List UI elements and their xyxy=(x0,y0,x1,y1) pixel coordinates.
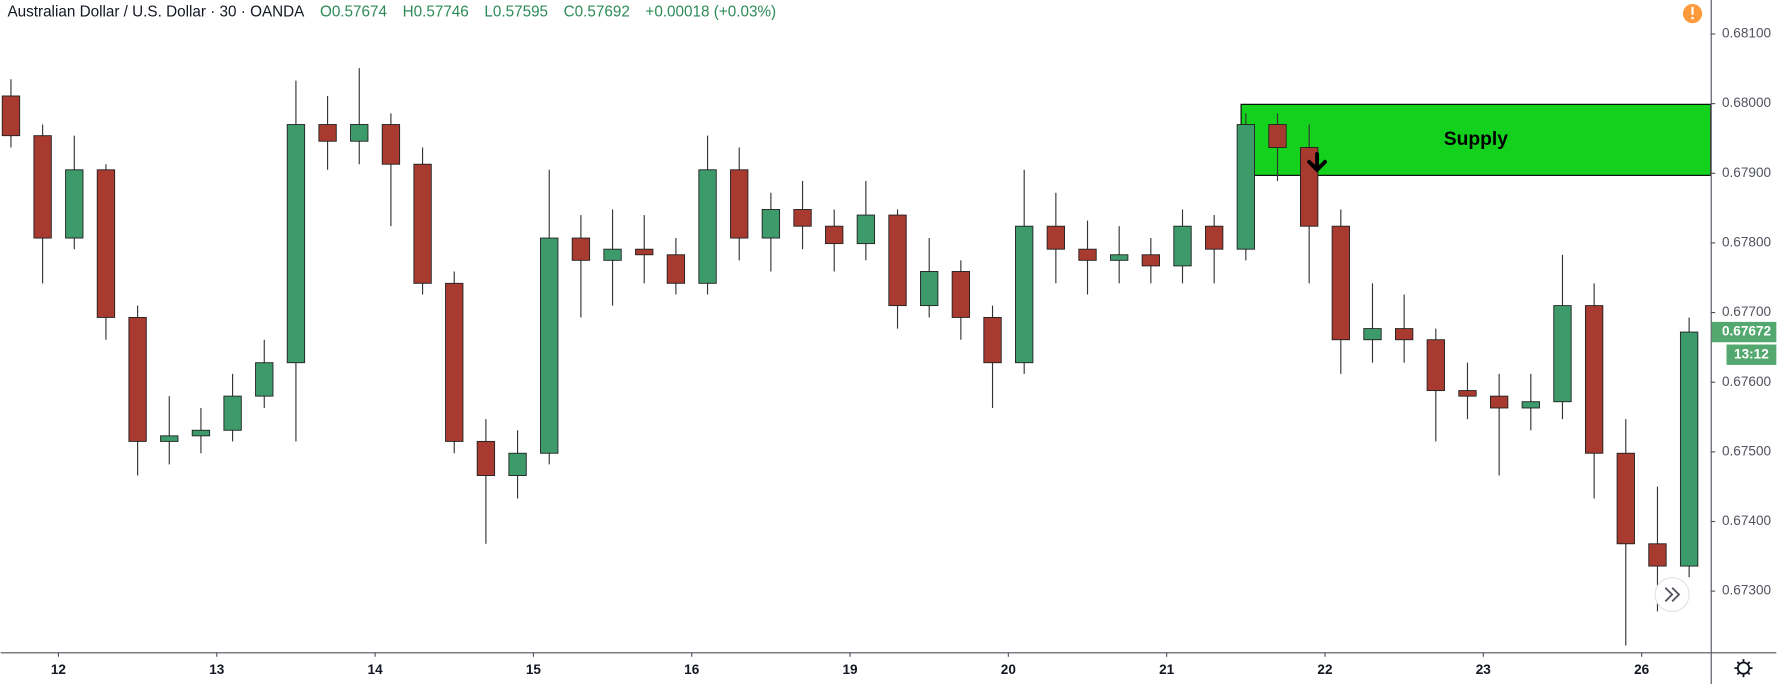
candle-body xyxy=(350,124,369,142)
candle-body xyxy=(1110,254,1129,261)
countdown-label: 13:12 xyxy=(1734,346,1769,361)
candle-body xyxy=(381,124,401,165)
candle-body xyxy=(191,429,211,437)
y-tick-label: 0.67900 xyxy=(1722,165,1772,180)
ohlc-open: O0.57674 xyxy=(320,3,388,20)
candle-body xyxy=(1363,328,1382,341)
x-tick-label: 15 xyxy=(526,662,542,677)
candle-body xyxy=(1489,395,1509,409)
x-tick-label: 16 xyxy=(684,662,700,677)
x-tick-label: 20 xyxy=(1001,662,1016,677)
candle-body xyxy=(920,271,939,307)
candle-body xyxy=(856,214,876,245)
candle-body xyxy=(1236,124,1255,250)
candle-body xyxy=(1426,339,1445,392)
y-tick-label: 0.67800 xyxy=(1722,235,1772,250)
symbol: Australian Dollar / U.S. Dollar · 30 · O… xyxy=(7,3,305,20)
candle-body xyxy=(128,316,147,442)
candle-body xyxy=(255,362,274,397)
candle-body xyxy=(603,248,622,261)
y-tick-label: 0.67700 xyxy=(1722,304,1772,319)
candle-body xyxy=(1394,328,1414,341)
zone-label: Supply xyxy=(1444,129,1508,150)
last-price-badge xyxy=(1711,321,1777,343)
candle-body xyxy=(698,169,717,284)
alert-icon[interactable] xyxy=(1682,3,1703,24)
scroll-button[interactable] xyxy=(1654,576,1690,613)
y-tick-label: 0.68000 xyxy=(1722,95,1772,110)
candle-body xyxy=(1,95,21,137)
ohlc-high: H0.57746 xyxy=(403,3,469,20)
candle-body xyxy=(1648,543,1667,567)
candle-body xyxy=(33,135,52,239)
candle-body xyxy=(160,435,179,442)
candle-body xyxy=(286,124,306,364)
candle-body xyxy=(445,282,464,442)
ohlc-change: +0.00018 (+0.03%) xyxy=(645,3,776,20)
last-price-label: 0.67672 xyxy=(1722,324,1772,339)
ohlc-low: L0.57595 xyxy=(484,3,548,20)
candle-body xyxy=(1679,331,1699,567)
candle-body xyxy=(1553,305,1572,403)
candle-body xyxy=(825,225,844,245)
candle-body xyxy=(1268,124,1287,148)
candle-body xyxy=(761,209,781,239)
candle-body xyxy=(983,316,1002,364)
x-tick-label: 22 xyxy=(1317,662,1333,677)
candle-body xyxy=(508,452,527,476)
y-tick-label: 0.67500 xyxy=(1722,443,1772,458)
down-arrow xyxy=(1307,151,1327,173)
x-tick-label: 21 xyxy=(1159,662,1175,677)
candle-body xyxy=(65,169,84,239)
candle-body xyxy=(1078,248,1097,261)
x-tick-label: 14 xyxy=(368,662,384,677)
candle-body xyxy=(951,271,971,318)
candle-body xyxy=(223,395,242,431)
candle-body xyxy=(1046,225,1066,250)
ohlc-close: C0.57692 xyxy=(564,3,630,20)
candle-body xyxy=(413,163,432,284)
candle-body xyxy=(318,124,337,142)
x-tick-label: 19 xyxy=(842,662,858,677)
candle-body xyxy=(1141,254,1161,267)
candle-body xyxy=(571,237,591,261)
plot-area: Supply xyxy=(1,68,1711,646)
candle-body xyxy=(1331,225,1350,341)
y-tick-label: 0.67300 xyxy=(1722,583,1772,598)
supply-zone xyxy=(1240,103,1711,176)
candle-body xyxy=(1584,305,1604,454)
x-tick-label: 26 xyxy=(1634,662,1650,677)
x-tick-label: 23 xyxy=(1476,662,1492,677)
candle-body xyxy=(1521,401,1540,409)
candle-body xyxy=(96,169,116,318)
candle-body xyxy=(1616,452,1635,545)
candle-body xyxy=(1015,225,1034,364)
countdown-badge xyxy=(1726,344,1777,365)
candle-body xyxy=(793,209,812,227)
candle-body xyxy=(476,440,496,476)
candle-body xyxy=(730,169,749,239)
settings-icon[interactable] xyxy=(1734,659,1753,678)
candle-body xyxy=(888,214,907,307)
x-tick-label: 13 xyxy=(209,662,225,677)
candle-body xyxy=(540,237,559,454)
y-tick-label: 0.67600 xyxy=(1722,374,1772,389)
y-tick-label: 0.67400 xyxy=(1722,513,1772,528)
x-tick-label: 12 xyxy=(51,662,67,677)
candle-body xyxy=(1173,225,1192,267)
candle-body xyxy=(635,248,654,256)
y-tick-label: 0.68100 xyxy=(1722,26,1772,41)
candle-body xyxy=(666,254,686,284)
candle-body xyxy=(1205,225,1224,250)
header: Australian Dollar / U.S. Dollar · 30 · O… xyxy=(7,3,776,20)
candle-body xyxy=(1458,390,1477,397)
